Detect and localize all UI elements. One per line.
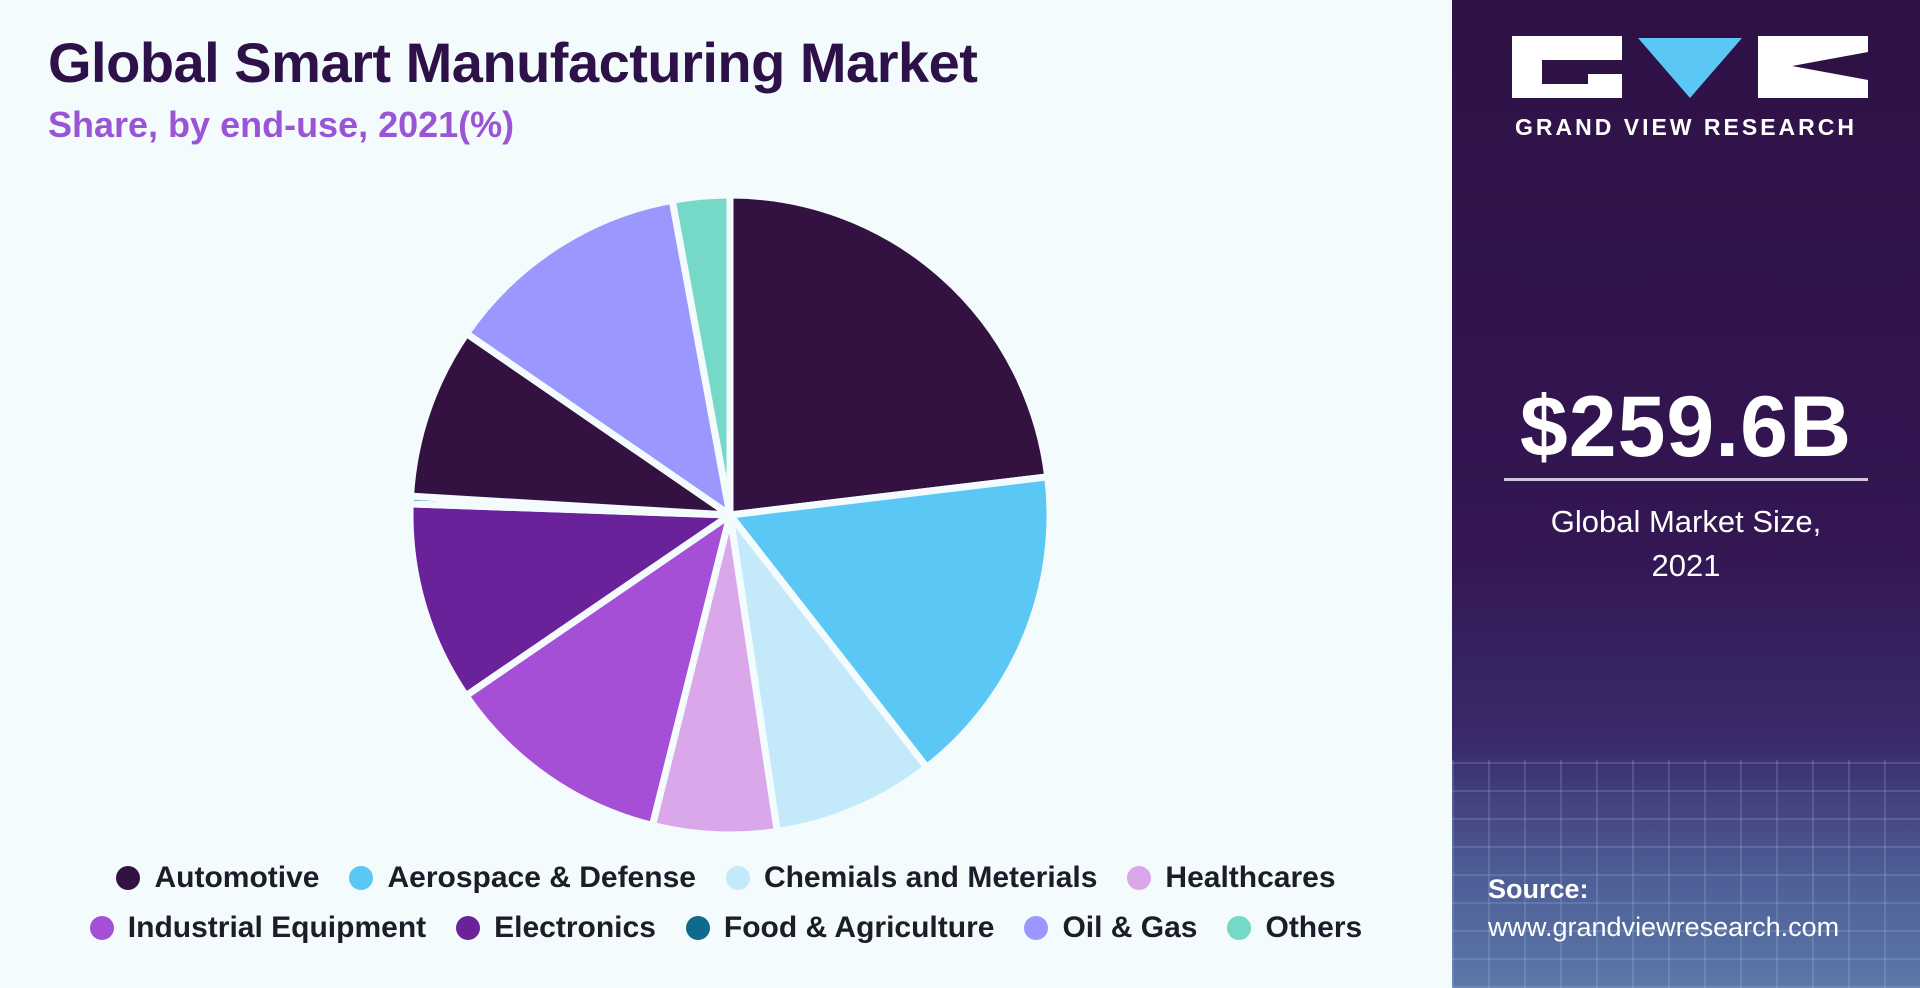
legend-label: Food & Agriculture (723, 911, 995, 944)
legend-item-aerospace-defense: Aerospace & Defense (349, 861, 696, 895)
legend-swatch (725, 866, 750, 890)
legend-swatch (349, 866, 374, 890)
grid-decoration (1452, 760, 1920, 988)
legend-label: Chemials and Meterials (763, 861, 1098, 894)
legend-item-healthcares: Healthcares (1127, 861, 1336, 895)
legend-swatch (685, 916, 710, 940)
legend-item-chemials-and-meterials: Chemials and Meterials (725, 861, 1098, 895)
chart-subtitle: Share, by end-use, 2021(%) (48, 104, 515, 145)
legend-swatch (1227, 916, 1252, 940)
legend-item-oil-gas: Oil & Gas (1024, 911, 1197, 945)
pie-slice-aerospace-defense (726, 473, 1054, 771)
legend-item-industrial-equipment: Industrial Equipment (89, 911, 427, 945)
legend-label: Automotive (154, 861, 320, 894)
brand-logo (1512, 36, 1868, 98)
pie-slice-industrial-equipment (462, 511, 734, 829)
pie-chart (406, 191, 1054, 839)
pie-slice-oil-gas (462, 196, 734, 519)
legend-label: Electronics (494, 911, 656, 944)
pie-slice-electronics (406, 500, 734, 700)
pie-slice-others (668, 191, 734, 519)
legend-swatch (1127, 866, 1152, 890)
source-url[interactable]: www.grandviewresearch.com (1488, 912, 1840, 942)
legend-item-food-agriculture: Food & Agriculture (685, 911, 995, 945)
legend-label: Oil & Gas (1062, 911, 1198, 944)
legend-swatch (1024, 916, 1049, 940)
legend-label: Others (1265, 911, 1363, 944)
legend-swatch (89, 916, 114, 940)
source-label: Source: (1488, 874, 1589, 904)
legend-item-others: Others (1227, 911, 1362, 945)
info-panel: GRAND VIEW RESEARCH $259.6B Global Marke… (1452, 0, 1920, 988)
legend-label: Industrial Equipment (127, 911, 427, 944)
chart-title: Global Smart Manufacturing Market (48, 31, 978, 94)
legend-swatch (456, 916, 481, 940)
legend-row-2: Industrial Equipment Electronics Food & Ag… (0, 906, 1452, 950)
market-size-value: $259.6B (1519, 379, 1853, 475)
pie-slice-automotive (726, 191, 1052, 519)
chart-panel: Global Smart Manufacturing Market Share,… (0, 31, 1452, 950)
legend-row-1: Automotive Aerospace & Defense Chemials an… (0, 856, 1452, 900)
pie-slice-oil-gas (407, 329, 734, 519)
legend-label: Healthcares (1165, 861, 1336, 894)
brand-name: GRAND VIEW RESEARCH (1515, 114, 1857, 140)
legend-swatch (116, 866, 141, 890)
divider (1504, 478, 1868, 481)
market-size-caption: Global Market Size, 2021 (1550, 504, 1822, 583)
pie-slice-chemials-and-meterials (726, 511, 931, 835)
legend-item-electronics: Electronics (456, 911, 656, 945)
legend-label: Aerospace & Defense (387, 861, 696, 894)
legend-item-automotive: Automotive (116, 861, 319, 895)
